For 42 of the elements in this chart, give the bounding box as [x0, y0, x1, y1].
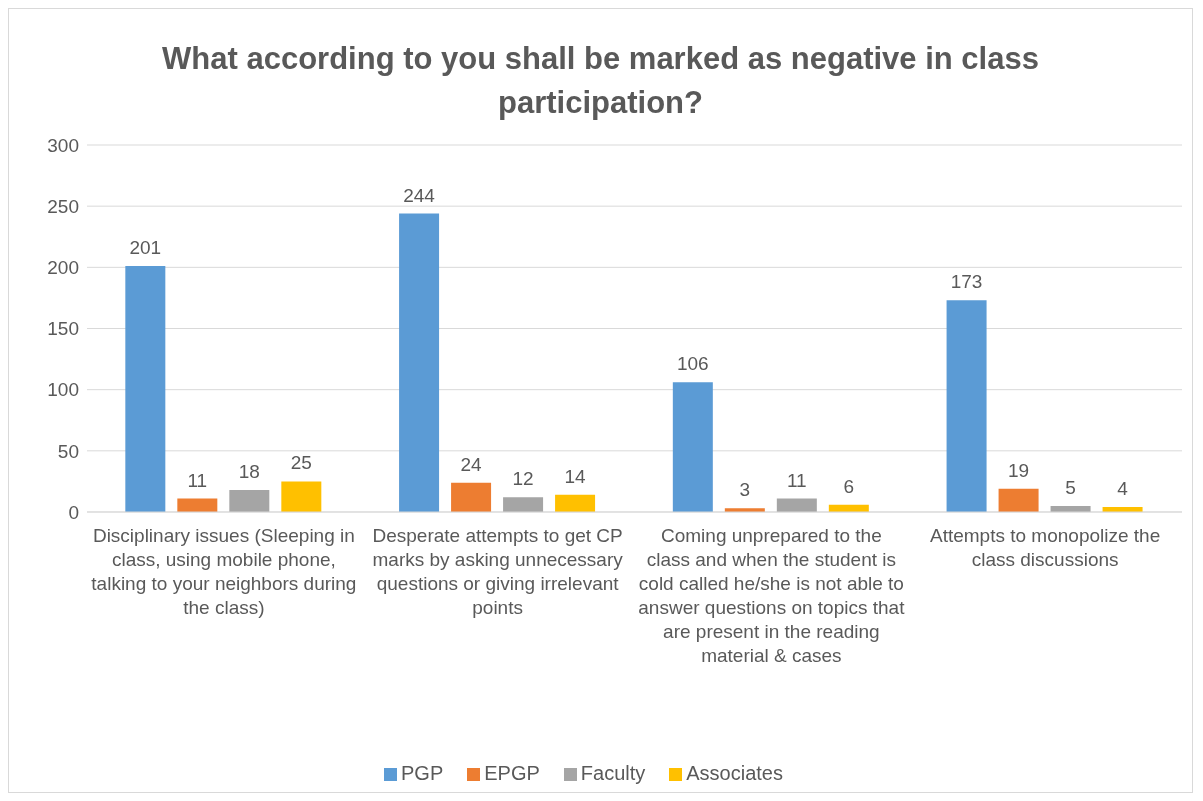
y-tick-label: 200: [47, 257, 79, 279]
bar: [555, 494, 596, 512]
x-tick-label: Coming unprepared to the class and when the student is cold called he/she is not able to answer questions on topics that are present in the reading material & cases: [638, 525, 906, 666]
y-tick-label: 300: [47, 134, 79, 156]
data-label: 12: [512, 468, 534, 490]
x-tick-label: Attempts to monopolize the class discussions: [930, 525, 1161, 570]
bar: [998, 488, 1039, 512]
bar: [946, 300, 987, 512]
data-label: 25: [290, 452, 312, 474]
data-label: 4: [1117, 478, 1129, 500]
legend-label: PGP: [400, 762, 444, 784]
y-tick-label: 250: [47, 195, 79, 217]
data-label: 6: [843, 475, 855, 497]
bar: [503, 497, 544, 512]
bar: [229, 489, 270, 512]
y-tick-label: 150: [47, 318, 79, 340]
data-label: 18: [238, 460, 260, 482]
bar: [451, 482, 492, 512]
data-label: 14: [564, 465, 587, 487]
bar: [281, 481, 322, 512]
data-label: 19: [1008, 459, 1030, 481]
legend-label: Faculty: [580, 762, 646, 784]
legend-label: Associates: [686, 762, 783, 784]
data-label: 244: [403, 184, 436, 206]
bar: [125, 266, 166, 512]
y-tick-label: 0: [68, 501, 79, 523]
data-label: 24: [460, 453, 483, 475]
y-tick-label: 100: [47, 379, 79, 401]
data-label: 3: [739, 479, 751, 501]
data-label: 5: [1065, 476, 1076, 498]
bar: [399, 213, 440, 512]
data-label: 11: [187, 469, 208, 491]
y-tick-label: 50: [57, 440, 79, 462]
x-tick-label: Desperate attempts to get CP marks by asking unnecessary questions or giving irrelevant points: [372, 525, 624, 618]
legend-label: EPGP: [484, 762, 540, 784]
data-label: 11: [786, 469, 807, 491]
chart-title: What according to you shall be marked as negative in class participation?: [161, 40, 1040, 122]
data-label: 201: [129, 237, 162, 259]
bar: [672, 382, 713, 512]
data-label: 106: [676, 353, 709, 375]
x-tick-label: Disciplinary issues (Sleeping in class, using mobile phone, talking to your neighbors during the class): [91, 525, 357, 618]
data-label: 173: [950, 271, 983, 293]
